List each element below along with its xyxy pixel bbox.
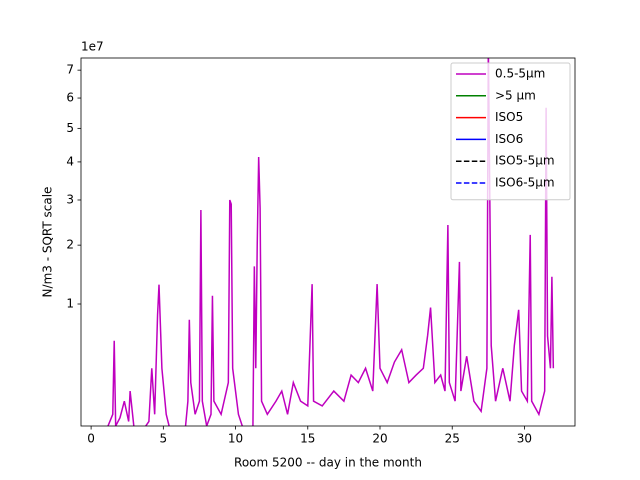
x-tick-label: 5 bbox=[160, 432, 168, 446]
legend-label: >5 µm bbox=[495, 88, 536, 102]
axes-frame bbox=[80, 57, 576, 427]
x-tick-label: 0 bbox=[87, 432, 95, 446]
x-axis-label: Room 5200 -- day in the month bbox=[234, 456, 422, 470]
legend-label: ISO5 bbox=[495, 110, 523, 124]
y-offset-label: 1e7 bbox=[81, 40, 104, 54]
legend-label: ISO6-5µm bbox=[495, 176, 555, 190]
y-axis-label: N/m3 - SQRT scale bbox=[41, 187, 55, 298]
legend-label: ISO5-5µm bbox=[495, 154, 555, 168]
y-tick-label: 7 bbox=[66, 63, 74, 77]
x-tick-label: 25 bbox=[445, 432, 460, 446]
y-tick-label: 5 bbox=[66, 121, 74, 135]
x-tick-label: 20 bbox=[372, 432, 387, 446]
legend-label: ISO6 bbox=[495, 132, 523, 146]
x-tick-label: 30 bbox=[517, 432, 532, 446]
y-tick-label: 4 bbox=[66, 154, 74, 168]
x-tick-label: 10 bbox=[228, 432, 243, 446]
y-tick-label: 6 bbox=[66, 91, 74, 105]
y-tick-label: 1 bbox=[66, 297, 74, 311]
y-tick-label: 2 bbox=[66, 238, 74, 252]
y-tick-label: 3 bbox=[66, 192, 74, 206]
legend: 0.5-5µm >5 µm ISO5 ISO6 ISO5-5µm ISO6-5µm bbox=[450, 62, 571, 201]
x-tick-label: 15 bbox=[300, 432, 315, 446]
legend-label: 0.5-5µm bbox=[495, 67, 545, 81]
legend-box bbox=[450, 62, 571, 201]
